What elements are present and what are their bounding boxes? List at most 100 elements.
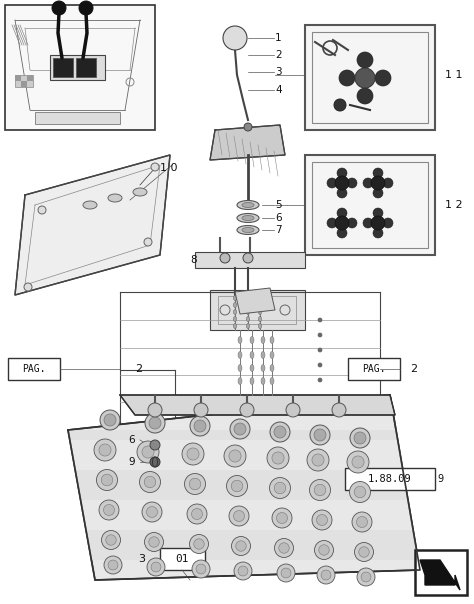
Circle shape	[274, 539, 293, 557]
Ellipse shape	[238, 352, 242, 359]
Polygon shape	[120, 395, 395, 415]
Circle shape	[310, 425, 330, 445]
Circle shape	[274, 482, 286, 494]
Ellipse shape	[258, 316, 262, 321]
Bar	[53, 58, 73, 77]
Circle shape	[104, 414, 116, 426]
Circle shape	[234, 562, 252, 580]
Circle shape	[357, 52, 373, 68]
Circle shape	[327, 218, 337, 228]
Ellipse shape	[234, 303, 237, 307]
Circle shape	[356, 516, 367, 527]
Circle shape	[352, 456, 364, 468]
Circle shape	[151, 163, 159, 171]
Circle shape	[223, 26, 247, 50]
Circle shape	[373, 228, 383, 238]
Circle shape	[144, 476, 156, 488]
Ellipse shape	[133, 188, 147, 196]
Ellipse shape	[234, 295, 237, 301]
Circle shape	[231, 480, 243, 492]
Polygon shape	[70, 440, 403, 470]
Ellipse shape	[270, 364, 274, 371]
Circle shape	[383, 218, 393, 228]
Bar	[415, 550, 467, 595]
Text: 1.88.09: 1.88.09	[368, 474, 412, 484]
Circle shape	[236, 541, 246, 551]
Text: 6: 6	[275, 213, 282, 223]
Text: 01: 01	[175, 554, 189, 564]
Circle shape	[371, 216, 385, 230]
Circle shape	[354, 432, 366, 444]
Ellipse shape	[237, 225, 259, 234]
Circle shape	[321, 570, 331, 580]
Circle shape	[234, 510, 245, 521]
Circle shape	[375, 70, 391, 86]
Bar	[5, 5, 155, 130]
Polygon shape	[86, 530, 418, 560]
Ellipse shape	[250, 364, 254, 371]
Circle shape	[150, 457, 160, 467]
Circle shape	[359, 547, 369, 557]
Text: 1: 1	[275, 33, 282, 43]
Bar	[8, 358, 60, 380]
Ellipse shape	[83, 201, 97, 209]
Circle shape	[231, 536, 250, 556]
Circle shape	[189, 478, 201, 490]
Circle shape	[335, 176, 349, 190]
Circle shape	[148, 403, 162, 417]
Circle shape	[187, 504, 207, 524]
Circle shape	[145, 533, 164, 551]
Circle shape	[318, 318, 322, 322]
Circle shape	[347, 451, 369, 473]
Circle shape	[272, 452, 284, 464]
Polygon shape	[75, 470, 408, 500]
Ellipse shape	[246, 316, 249, 321]
Bar	[345, 468, 435, 490]
Ellipse shape	[258, 303, 262, 307]
Circle shape	[318, 333, 322, 337]
Ellipse shape	[270, 352, 274, 359]
Circle shape	[196, 564, 206, 574]
Polygon shape	[81, 500, 413, 530]
Circle shape	[238, 566, 248, 576]
Circle shape	[187, 448, 199, 460]
Circle shape	[24, 283, 32, 291]
Polygon shape	[15, 155, 170, 295]
Circle shape	[318, 378, 322, 382]
Bar	[15, 75, 33, 87]
Circle shape	[99, 500, 119, 520]
Bar	[35, 112, 120, 124]
Text: 5: 5	[275, 200, 282, 210]
Text: 8: 8	[190, 255, 197, 265]
Text: 1 1: 1 1	[445, 70, 463, 80]
Circle shape	[106, 535, 116, 545]
Circle shape	[234, 423, 246, 435]
Text: 2: 2	[275, 50, 282, 60]
Circle shape	[279, 543, 289, 553]
Circle shape	[142, 502, 162, 522]
Circle shape	[227, 475, 247, 496]
Circle shape	[318, 363, 322, 367]
Circle shape	[103, 504, 115, 515]
Ellipse shape	[246, 295, 249, 301]
Text: PAG.: PAG.	[362, 364, 386, 374]
Circle shape	[194, 539, 204, 549]
Circle shape	[52, 1, 66, 15]
Circle shape	[334, 99, 346, 111]
Text: PAG.: PAG.	[22, 364, 46, 374]
Ellipse shape	[242, 228, 254, 233]
Circle shape	[314, 429, 326, 441]
Ellipse shape	[270, 336, 274, 344]
Circle shape	[190, 535, 209, 553]
Circle shape	[243, 253, 253, 263]
Circle shape	[373, 168, 383, 178]
Circle shape	[182, 443, 204, 465]
Circle shape	[79, 1, 93, 15]
Bar	[305, 25, 435, 130]
Circle shape	[337, 188, 347, 198]
Circle shape	[150, 440, 160, 450]
Text: 1 0: 1 0	[160, 163, 177, 173]
Circle shape	[350, 428, 370, 448]
Circle shape	[312, 454, 324, 466]
Circle shape	[270, 478, 291, 498]
